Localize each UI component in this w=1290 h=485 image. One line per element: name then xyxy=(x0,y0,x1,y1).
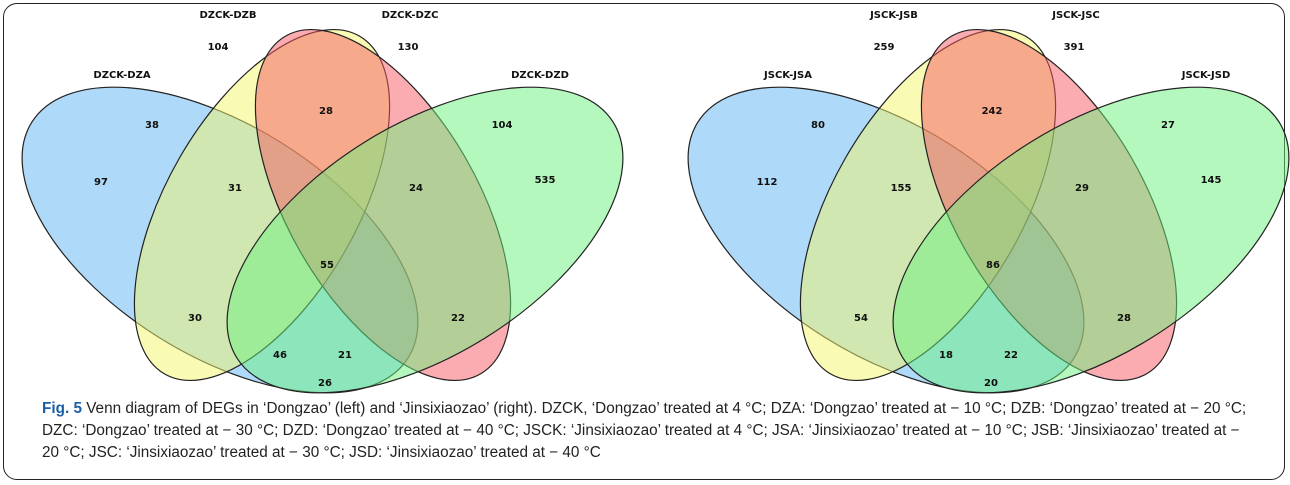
region-count: 28 xyxy=(1117,313,1131,324)
region-count: 112 xyxy=(757,177,778,188)
region-count: 155 xyxy=(891,183,912,194)
region-count: 29 xyxy=(1075,183,1089,194)
region-count: 55 xyxy=(320,260,334,271)
region-count: 22 xyxy=(451,313,465,324)
region-count: 18 xyxy=(939,350,953,361)
region-count: 28 xyxy=(319,106,333,117)
region-count: 391 xyxy=(1064,42,1085,53)
set-label: JSCK-JSC xyxy=(1051,10,1100,21)
region-count: 535 xyxy=(535,175,556,186)
region-count: 259 xyxy=(874,42,895,53)
set-label: JSCK-JSD xyxy=(1181,70,1231,81)
region-count: 97 xyxy=(94,177,108,188)
set-label: DZCK-DZA xyxy=(93,70,150,81)
figure-frame xyxy=(3,3,1285,480)
region-count: 46 xyxy=(273,350,287,361)
region-count: 242 xyxy=(982,106,1003,117)
region-count: 20 xyxy=(984,378,998,389)
region-count: 38 xyxy=(145,120,159,131)
set-label: DZCK-DZC xyxy=(382,10,439,21)
set-ellipse xyxy=(226,86,624,394)
set-label: JSCK-JSA xyxy=(763,70,812,81)
set-label: DZCK-DZD xyxy=(511,70,569,81)
region-count: 27 xyxy=(1161,120,1175,131)
caption: Fig. 5 Venn diagram of DEGs in ‘Dongzao’… xyxy=(42,398,1257,464)
region-count: 26 xyxy=(318,378,332,389)
region-count: 22 xyxy=(1004,350,1018,361)
region-count: 145 xyxy=(1201,175,1222,186)
region-count: 30 xyxy=(188,313,202,324)
set-ellipse xyxy=(892,86,1290,394)
region-count: 24 xyxy=(409,183,423,194)
region-count: 21 xyxy=(338,350,352,361)
region-count: 86 xyxy=(986,260,1000,271)
caption-label: Fig. 5 xyxy=(42,400,82,417)
region-count: 130 xyxy=(398,42,419,53)
region-count: 104 xyxy=(492,120,513,131)
venn-diagrams: DZCK-DZA DZCK-DZB DZCK-DZC DZCK-DZD 104 130 38… xyxy=(21,10,1290,394)
set-label: JSCK-JSB xyxy=(869,10,918,21)
set-label: DZCK-DZB xyxy=(199,10,256,21)
region-count: 80 xyxy=(811,120,825,131)
region-count: 104 xyxy=(208,42,229,53)
caption-text: Venn diagram of DEGs in ‘Dongzao’ (left)… xyxy=(42,400,1247,461)
region-count: 54 xyxy=(854,313,868,324)
region-count: 31 xyxy=(228,183,242,194)
